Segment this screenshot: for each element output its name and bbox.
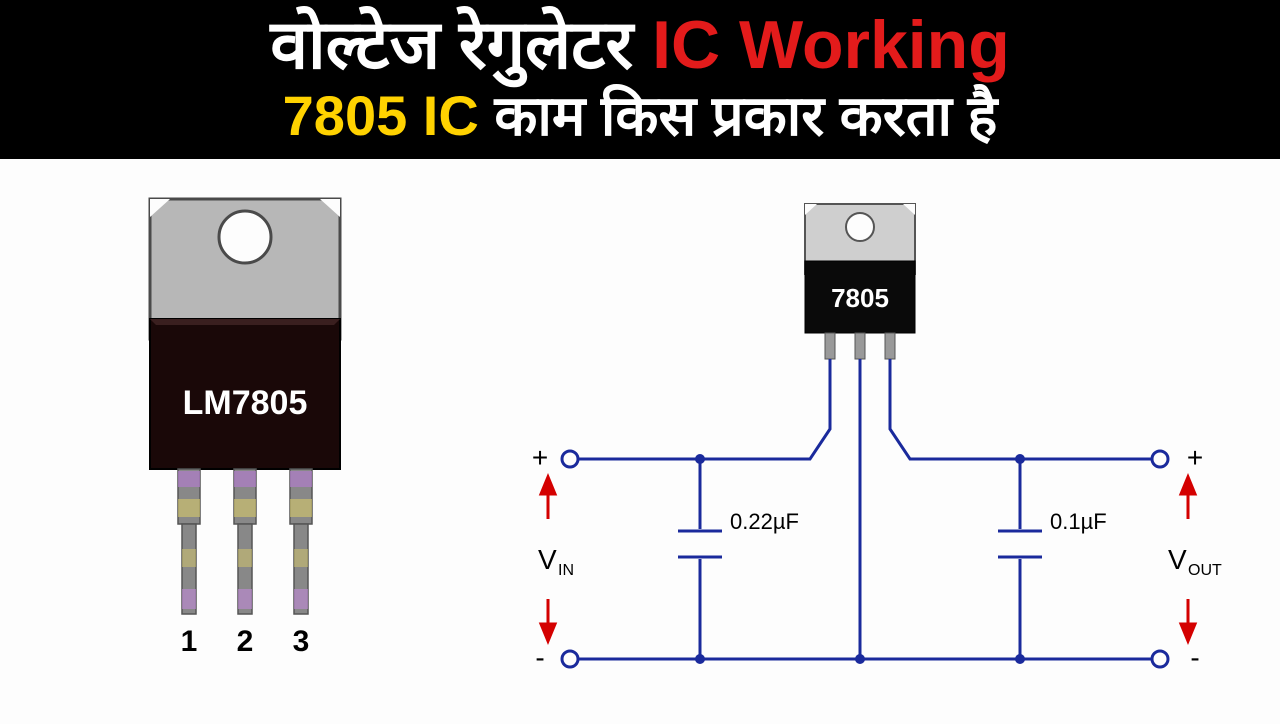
ic-pins bbox=[178, 469, 312, 614]
svg-text:3: 3 bbox=[293, 625, 310, 658]
circuit-labels: + - + - V IN V OUT 0.22µF 0.1µF bbox=[532, 442, 1222, 673]
subtitle-part-1: 7805 IC bbox=[283, 84, 495, 147]
svg-text:-: - bbox=[1190, 642, 1199, 673]
svg-text:0.22µF: 0.22µF bbox=[730, 509, 799, 534]
ic-component-illustration: LM7805 bbox=[130, 189, 360, 674]
svg-text:0.1µF: 0.1µF bbox=[1050, 509, 1107, 534]
svg-text:IN: IN bbox=[558, 562, 574, 579]
svg-text:OUT: OUT bbox=[1188, 562, 1222, 579]
subtitle-part-2: काम किस प्रकार करता है bbox=[494, 84, 997, 147]
svg-text:2: 2 bbox=[237, 625, 254, 658]
title-line-2: 7805 IC काम किस प्रकार करता है bbox=[20, 84, 1260, 148]
title-part-2: IC Working bbox=[652, 7, 1010, 83]
circuit-svg: 7805 bbox=[500, 199, 1240, 719]
svg-text:+: + bbox=[532, 442, 548, 473]
title-banner: वोल्टेज रेगुलेटर IC Working 7805 IC काम … bbox=[0, 0, 1280, 159]
svg-text:V: V bbox=[1168, 544, 1187, 575]
ic-svg: LM7805 bbox=[130, 189, 360, 669]
svg-text:-: - bbox=[535, 642, 544, 673]
terminals bbox=[562, 451, 1168, 667]
svg-text:1: 1 bbox=[181, 625, 198, 658]
content-area: LM7805 bbox=[0, 159, 1280, 719]
title-part-1: वोल्टेज रेगुलेटर bbox=[270, 7, 652, 83]
svg-text:+: + bbox=[1187, 442, 1203, 473]
title-line-1: वोल्टेज रेगुलेटर IC Working bbox=[20, 6, 1260, 84]
circuit-ic: 7805 bbox=[805, 204, 915, 359]
svg-text:7805: 7805 bbox=[831, 283, 889, 313]
svg-text:V: V bbox=[538, 544, 557, 575]
ic-label-text: LM7805 bbox=[183, 384, 308, 422]
circuit-schematic: 7805 bbox=[500, 199, 1240, 719]
